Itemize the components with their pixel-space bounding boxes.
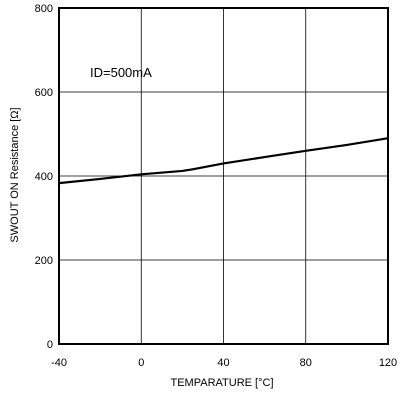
y-tick-label: 400: [35, 171, 53, 183]
y-axis-title: SWOUT ON Resistance [Ω]: [9, 107, 21, 242]
x-tick-label: 120: [379, 357, 397, 369]
x-tick-label: 0: [138, 357, 144, 369]
y-tick-label: 200: [35, 255, 53, 267]
grid: [59, 8, 388, 344]
series-layer: [58, 137, 389, 185]
y-tick-label: 600: [35, 87, 53, 99]
series-line: [58, 137, 389, 185]
x-tick-label: -40: [51, 357, 67, 369]
x-tick-label: 40: [217, 357, 229, 369]
plot-frame: [58, 7, 389, 345]
x-axis-title: TEMPARATURE [°C]: [171, 377, 274, 389]
y-tick-label: 800: [35, 3, 53, 15]
x-tick-label: 80: [300, 357, 312, 369]
annotation-label: ID=500mA: [90, 65, 152, 80]
tick-labels: -40 0 40 80 120 0 200 400 600 800: [35, 3, 398, 369]
y-tick-label: 0: [47, 339, 53, 351]
